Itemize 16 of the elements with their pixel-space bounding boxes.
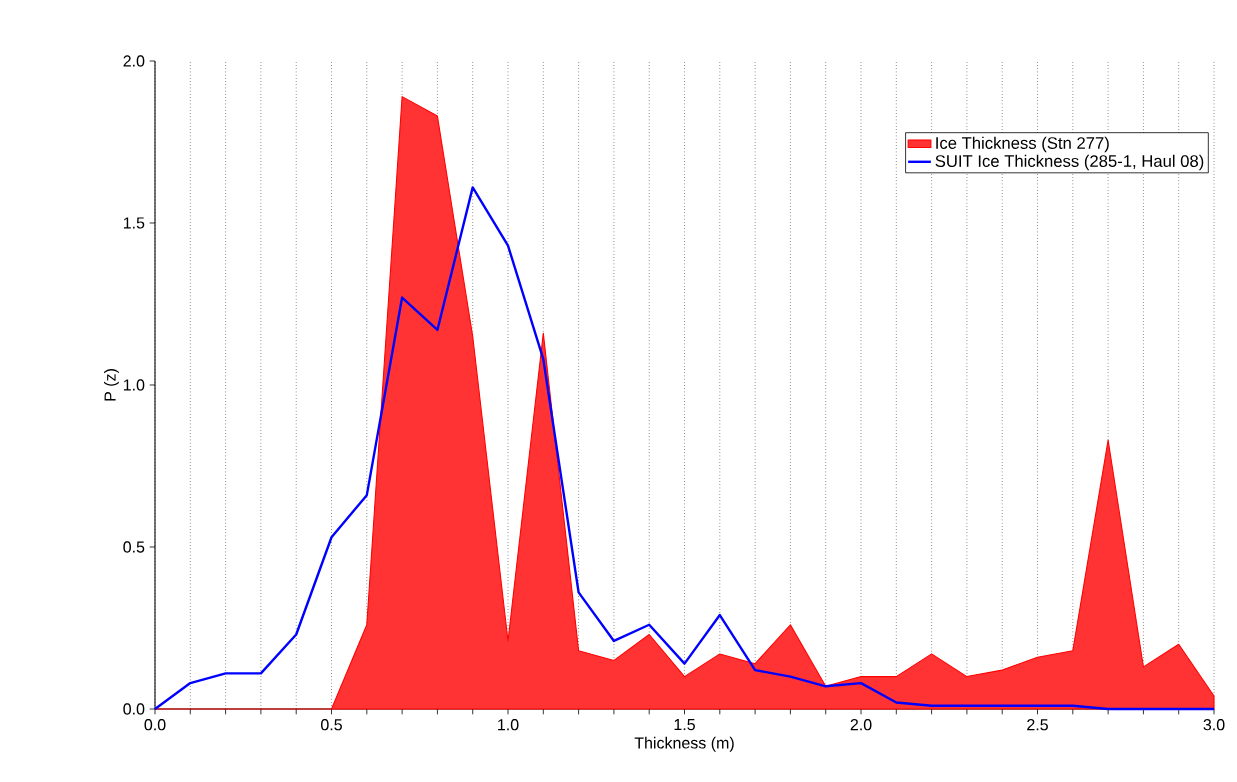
legend-label: Ice Thickness (Stn 277) [936, 136, 1109, 153]
x-tick-label: 1.5 [674, 719, 695, 731]
x-tick-label: 0.0 [144, 719, 166, 731]
x-axis-title: Thickness (m) [634, 736, 734, 752]
x-tick-label: 2.0 [850, 719, 872, 731]
x-tick-label: 1.0 [498, 719, 519, 731]
y-tick-label: 1.5 [123, 217, 145, 229]
y-tick-label: 1.0 [123, 379, 145, 391]
x-tick-label: 2.5 [1027, 719, 1048, 731]
x-tick-label: 0.5 [321, 719, 342, 731]
y-tick-label: 0.0 [123, 703, 145, 715]
y-axis-title: P (z) [104, 369, 119, 401]
y-tick-label: 2.0 [123, 55, 145, 67]
x-tick-label: 3.0 [1203, 719, 1225, 731]
legend-label: SUIT Ice Thickness (285-1, Haul 08) [935, 154, 1204, 171]
y-tick-label: 0.5 [123, 541, 145, 553]
